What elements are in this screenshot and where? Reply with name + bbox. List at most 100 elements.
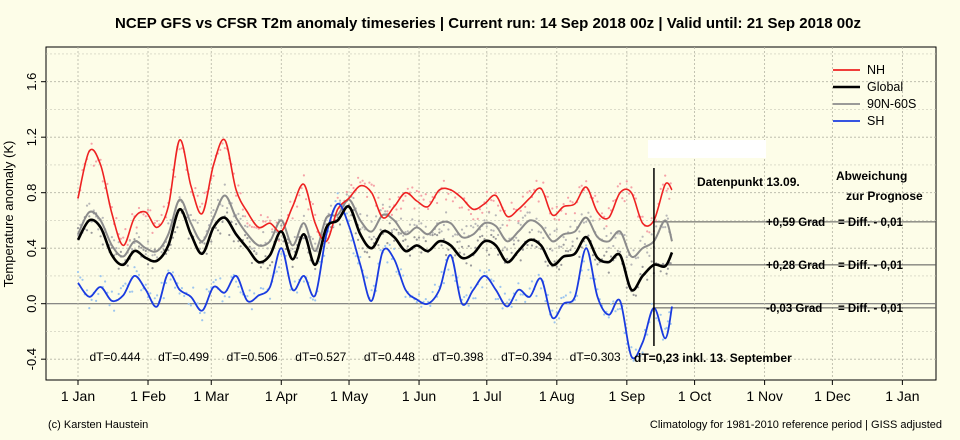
scatter-point-sh <box>347 219 351 222</box>
scatter-point-nh <box>397 196 400 199</box>
scatter-point-nh <box>533 188 536 191</box>
scatter-point-sh <box>564 294 568 297</box>
scatter-point-sh <box>95 299 98 302</box>
scatter-point-nh <box>198 205 202 208</box>
scatter-point-global <box>99 235 102 238</box>
scatter-point-global <box>386 242 389 245</box>
scatter-point-sh <box>499 285 502 288</box>
scatter-point-nh <box>95 160 98 163</box>
scatter-point-sh <box>110 290 113 293</box>
scatter-point-global <box>171 236 174 239</box>
scatter-point-sh <box>230 275 233 279</box>
scatter-point-90n-60s <box>630 263 633 266</box>
scatter-point-sh <box>494 298 497 301</box>
scatter-point-global <box>296 256 299 260</box>
scatter-point-global <box>517 239 520 242</box>
scatter-point-sh <box>174 286 177 289</box>
scatter-point-90n-60s <box>178 196 181 199</box>
scatter-point-90n-60s <box>85 204 89 207</box>
scatter-point-nh <box>594 194 597 197</box>
scatter-point-nh <box>630 186 633 189</box>
scatter-point-global <box>117 267 120 270</box>
scatter-point-sh <box>508 298 511 301</box>
scatter-point-nh <box>512 207 516 211</box>
scatter-point-global <box>485 249 488 252</box>
scatter-point-90n-60s <box>311 237 314 240</box>
x-tick-label: 1 Jan <box>61 388 95 404</box>
scatter-point-sh <box>156 294 159 297</box>
scatter-point-90n-60s <box>528 211 531 214</box>
scatter-point-sh <box>302 280 305 283</box>
scatter-point-sh <box>420 305 423 308</box>
scatter-point-90n-60s <box>447 228 450 231</box>
scatter-point-global <box>562 243 565 246</box>
scatter-point-nh <box>558 218 561 221</box>
scatter-point-90n-60s <box>422 236 425 239</box>
scatter-point-nh <box>196 194 199 197</box>
scatter-point-90n-60s <box>244 224 247 227</box>
scatter-point-global <box>248 245 251 248</box>
scatter-point-90n-60s <box>474 222 477 225</box>
scatter-point-nh <box>546 195 549 198</box>
scatter-point-nh <box>368 181 371 184</box>
scatter-point-nh <box>562 203 565 206</box>
scatter-point-90n-60s <box>442 223 445 227</box>
scatter-point-sh <box>180 287 183 290</box>
scatter-point-nh <box>442 179 445 182</box>
scatter-point-nh <box>596 200 599 203</box>
scatter-point-sh <box>551 309 554 312</box>
scatter-point-global <box>555 265 558 268</box>
y-tick-label: 0.4 <box>24 239 39 257</box>
scatter-point-global <box>314 267 317 271</box>
scatter-point-90n-60s <box>497 233 500 237</box>
scatter-point-global <box>569 248 572 252</box>
scatter-point-global <box>512 243 516 246</box>
scatter-point-global <box>361 247 364 250</box>
scatter-point-nh <box>659 187 662 190</box>
reference-note: = Diff. - 0,01 <box>838 260 903 272</box>
scatter-point-sh <box>429 304 432 307</box>
scatter-point-90n-60s <box>237 212 240 215</box>
scatter-point-sh <box>370 289 373 292</box>
scatter-point-sh <box>614 310 617 313</box>
scatter-point-nh <box>106 182 109 185</box>
scatter-point-nh <box>404 194 407 198</box>
scatter-point-90n-60s <box>366 214 369 217</box>
scatter-point-global <box>659 270 662 273</box>
scatter-point-nh <box>478 208 482 211</box>
scatter-point-nh <box>553 217 556 221</box>
scatter-point-sh <box>90 298 93 301</box>
scatter-point-global <box>625 286 628 289</box>
scatter-point-nh <box>472 218 475 221</box>
scatter-point-sh <box>558 317 561 320</box>
scatter-point-sh <box>212 281 215 284</box>
scatter-point-90n-60s <box>271 230 274 234</box>
scatter-point-sh <box>359 255 362 259</box>
scatter-point-90n-60s <box>634 257 638 260</box>
scatter-point-sh <box>659 313 662 316</box>
scatter-point-nh <box>131 213 134 216</box>
scatter-point-nh <box>621 197 624 200</box>
scatter-point-sh <box>609 302 613 306</box>
scatter-point-nh <box>451 200 454 203</box>
scatter-point-sh <box>424 298 427 301</box>
scatter-point-sh <box>128 290 131 293</box>
scatter-point-nh <box>372 184 375 187</box>
scatter-point-90n-60s <box>571 240 574 243</box>
scatter-point-global <box>90 231 93 234</box>
scatter-point-90n-60s <box>424 225 427 228</box>
scatter-point-90n-60s <box>167 222 170 225</box>
scatter-point-global <box>438 231 441 234</box>
scatter-point-nh <box>399 207 403 210</box>
scatter-point-nh <box>363 182 366 185</box>
scatter-point-nh <box>655 219 658 222</box>
scatter-point-sh <box>135 270 138 273</box>
scatter-point-global <box>363 250 366 253</box>
scatter-point-90n-60s <box>370 220 373 223</box>
scatter-point-sh <box>334 200 337 203</box>
scatter-point-global <box>350 214 353 217</box>
scatter-point-90n-60s <box>404 231 407 234</box>
scatter-point-global <box>205 252 208 255</box>
scatter-point-90n-60s <box>589 215 592 218</box>
x-tick-label: 1 May <box>330 388 368 404</box>
